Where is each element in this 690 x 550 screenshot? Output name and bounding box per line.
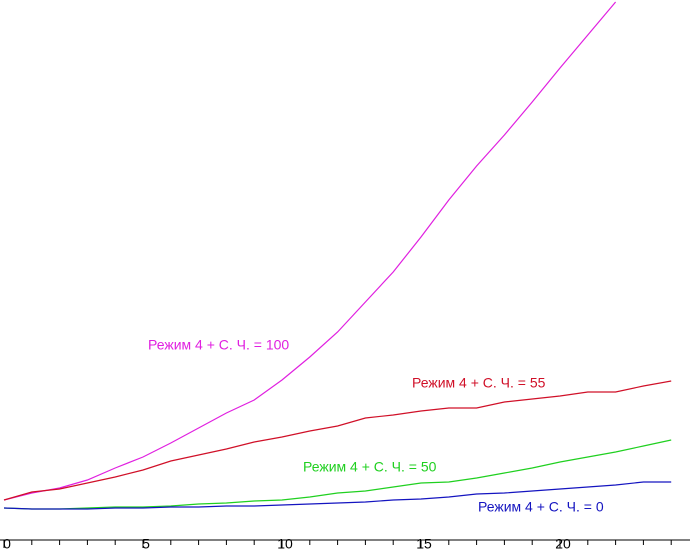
x-tick-label: 15 — [416, 536, 432, 550]
series-line — [3, 481, 672, 510]
series-label: Режим 4 + С. Ч. = 50 — [303, 459, 437, 475]
x-tick-label: 20 — [555, 536, 571, 550]
x-tick-label: 5 — [142, 536, 150, 550]
series-label: Режим 4 + С. Ч. = 100 — [148, 337, 289, 353]
series-line — [3, 1, 617, 501]
series-label: Режим 4 + С. Ч. = 0 — [478, 499, 604, 515]
series-label: Режим 4 + С. Ч. = 55 — [412, 375, 546, 391]
x-tick-label: 0 — [3, 536, 11, 550]
series-line — [3, 439, 672, 510]
series-line — [3, 380, 672, 501]
x-tick-label: 10 — [277, 536, 293, 550]
